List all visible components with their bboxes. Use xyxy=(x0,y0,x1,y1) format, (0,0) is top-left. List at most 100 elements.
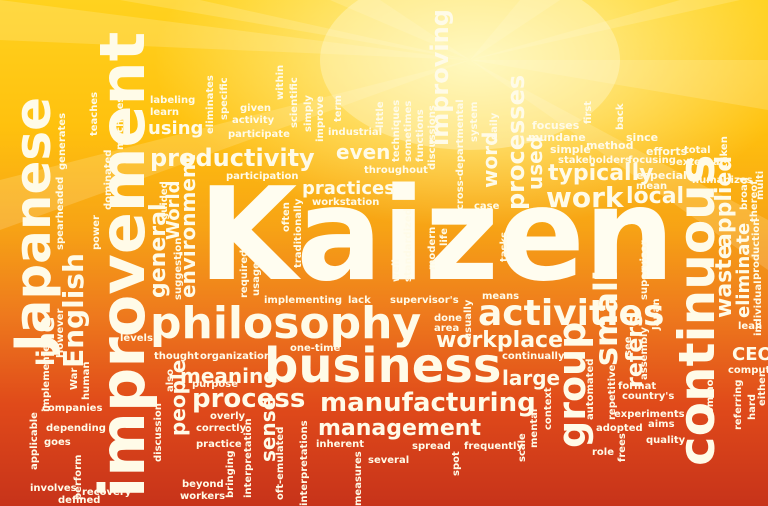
word-mundane: mundane xyxy=(528,131,586,144)
word-learn: learn xyxy=(150,107,180,118)
word-experiments: experiments xyxy=(614,409,685,420)
word-traditionally: traditionally xyxy=(293,198,304,268)
word-modern: modern xyxy=(427,226,438,270)
word-spread: spread xyxy=(412,441,451,452)
word-implemented: implemented xyxy=(41,337,52,412)
word-manufacturing: manufacturing xyxy=(320,388,536,418)
word-assembly: assembly xyxy=(639,327,650,380)
word-eliminates: eliminates xyxy=(205,75,216,134)
word-measures: measures xyxy=(353,451,364,506)
word-teaches: teaches xyxy=(89,91,100,136)
word-inherent: inherent xyxy=(316,439,365,450)
word-companies: companies xyxy=(42,403,103,414)
word-philosophy: philosophy xyxy=(150,298,422,349)
word-life: life xyxy=(439,228,450,246)
word-however: However xyxy=(55,308,66,359)
word-production: production xyxy=(751,218,762,280)
word-one-time: one-time xyxy=(290,343,341,354)
word-mean: mean xyxy=(636,181,668,192)
word-activities: activities xyxy=(478,293,665,334)
headline-kaizen: Kaizen xyxy=(198,161,675,310)
word-typically: typically xyxy=(548,161,654,186)
word-especially: especially xyxy=(636,169,698,182)
word-frees: frees xyxy=(617,433,628,462)
word-workers: workers xyxy=(180,491,226,502)
word-meaning: meaning xyxy=(180,364,278,388)
word-productivity: productivity xyxy=(150,144,315,172)
word-individual: individual xyxy=(753,280,764,336)
word-back: back xyxy=(615,103,626,130)
word-ceo: CEO xyxy=(732,344,768,365)
word-goes: goes xyxy=(44,437,71,448)
word-suggestion: suggestion xyxy=(173,237,184,300)
word-participate: participate xyxy=(228,129,290,140)
word-stakeholders: stakeholders xyxy=(558,155,631,166)
word-local: local xyxy=(626,184,685,209)
word-japanese: Japanese xyxy=(4,96,62,352)
word-functions: functions xyxy=(415,109,426,162)
word-area: area xyxy=(434,323,460,334)
word-required: required xyxy=(239,249,250,298)
word-several: several xyxy=(368,455,410,466)
word-given: given xyxy=(240,103,272,114)
word-well: well xyxy=(391,259,402,282)
word-labeling: labeling xyxy=(150,95,196,106)
word-participation: participation xyxy=(226,171,299,182)
word-frequently: frequently xyxy=(464,441,523,452)
word-also: also xyxy=(165,369,176,392)
word-japan: Japan xyxy=(651,298,662,331)
word-daily: daily xyxy=(489,112,500,140)
word-automated: automated xyxy=(585,358,596,420)
word-large: large xyxy=(502,366,561,390)
word-overly: overly xyxy=(210,411,246,422)
word-workstation: workstation xyxy=(312,197,380,208)
word-cross-departmental: cross-departmental xyxy=(455,99,466,210)
word-focuses: focuses xyxy=(532,119,580,132)
word-war: War xyxy=(69,367,80,390)
word-bringing: bringing xyxy=(225,450,236,499)
word-discussions: discussions xyxy=(427,105,438,170)
word-total: total xyxy=(684,145,711,156)
word-scientific: scientific xyxy=(289,77,300,128)
word-term: term xyxy=(333,95,344,122)
word-recovery: recovery xyxy=(82,487,132,498)
word-sometimes: sometimes xyxy=(403,100,414,162)
word-simple: simple xyxy=(550,143,591,156)
word-depending: depending xyxy=(46,423,106,434)
word-levels: levels xyxy=(120,333,153,344)
word-practice: practice xyxy=(196,439,242,450)
word-computing: computing xyxy=(728,365,768,376)
word-implementing: implementing xyxy=(264,295,343,306)
word-often: often xyxy=(281,202,292,232)
word-within: within xyxy=(275,64,286,100)
word-taken: taken xyxy=(719,136,730,168)
word-common: common xyxy=(705,372,716,420)
word-power: power xyxy=(91,215,102,250)
word-lean: lean xyxy=(738,321,763,332)
word-throughout: throughout xyxy=(364,165,428,176)
word-thought: thought xyxy=(154,351,199,362)
word-organization: organization xyxy=(200,351,272,362)
word-involves: involves xyxy=(30,483,77,494)
word-improve: improve xyxy=(315,95,326,142)
word-spearheaded: spearheaded xyxy=(55,176,66,250)
word-tasks: tasks xyxy=(499,231,510,262)
word-specific: specific xyxy=(219,77,230,120)
word-aims: aims xyxy=(648,419,675,430)
word-adopted: adopted xyxy=(596,423,643,434)
word-work: work xyxy=(546,181,624,214)
word-dominated: dominated xyxy=(103,149,114,210)
word-first: first xyxy=(583,100,594,124)
word-repetitive: repetitive xyxy=(607,364,618,420)
word-external: external xyxy=(676,157,724,168)
word-method: method xyxy=(586,139,634,152)
word-usage: usage xyxy=(251,262,262,296)
word-quality: quality xyxy=(646,435,686,446)
word-generates: generates xyxy=(57,112,68,170)
word-spot: spot xyxy=(451,451,462,476)
word-supervisor: supervisor xyxy=(639,240,650,300)
word-role: role xyxy=(592,447,615,458)
word-efforts: efforts xyxy=(646,145,688,158)
